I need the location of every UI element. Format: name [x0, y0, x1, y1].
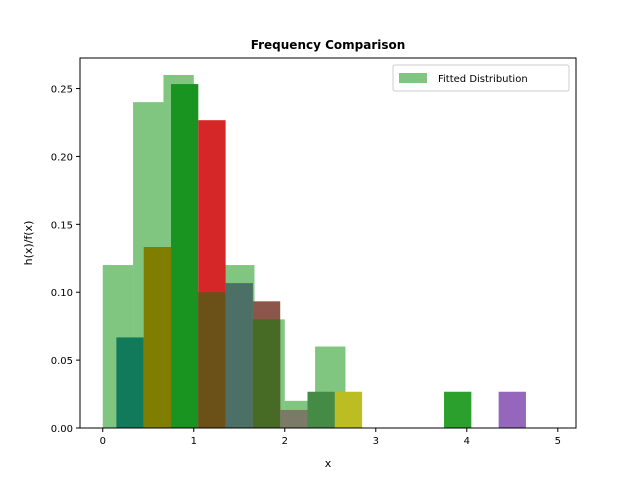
- observed-bar-7: [252, 319, 281, 428]
- x-tick-label-5: 5: [555, 436, 561, 447]
- observed-bar-1: [143, 247, 172, 428]
- y-tick-label-2: 0.10: [51, 288, 73, 299]
- x-tick-label-4: 4: [464, 436, 470, 447]
- observed-bar-10: [334, 391, 363, 428]
- observed-bar-0: [116, 337, 144, 428]
- x-tick-label-3: 3: [373, 436, 379, 447]
- legend: Fitted Distribution: [392, 64, 570, 92]
- observed-bar-12: [498, 391, 526, 428]
- y-tick-label-4: 0.20: [51, 152, 73, 163]
- chart-title: Frequency Comparison: [251, 38, 406, 52]
- y-tick-label-5: 0.25: [51, 85, 73, 96]
- observed-bar-9: [307, 391, 335, 428]
- x-tick-label-0: 0: [100, 436, 106, 447]
- observed-bar-8: [280, 409, 308, 428]
- legend-frame: [392, 64, 570, 92]
- observed-bar-11: [444, 391, 472, 428]
- bars-layer: [102, 74, 526, 428]
- x-tick-label-1: 1: [191, 436, 197, 447]
- y-axis: 0.00 0.05 0.10 0.15 0.20 0.25: [51, 85, 80, 435]
- x-tick-label-2: 2: [282, 436, 288, 447]
- plot-area-frame: [79, 57, 577, 429]
- legend-label-fitted-distribution: Fitted Distribution: [438, 74, 528, 85]
- observed-bar-4: [198, 292, 226, 428]
- x-axis-label: x: [325, 457, 332, 470]
- y-tick-label-3: 0.15: [51, 220, 73, 231]
- y-axis-label: h(x)/f(x): [22, 221, 35, 266]
- observed-bar-2: [171, 84, 199, 428]
- y-tick-label-1: 0.05: [51, 356, 73, 367]
- y-tick-label-0: 0.00: [51, 424, 73, 435]
- x-axis: 0 1 2 3 4 5: [100, 428, 561, 447]
- observed-bar-5: [225, 283, 253, 428]
- legend-swatch-fitted-distribution: [399, 73, 427, 83]
